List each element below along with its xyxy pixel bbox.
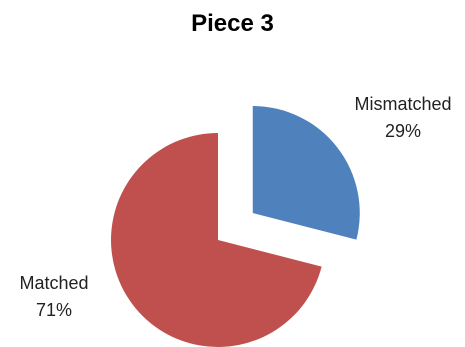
slice-percent-matched: 71% bbox=[36, 300, 72, 320]
slice-label-matched: Matched bbox=[19, 273, 88, 293]
pie-slice-mismatched bbox=[252, 106, 360, 240]
pie-slice-matched bbox=[111, 133, 322, 347]
slice-percent-mismatched: 29% bbox=[385, 121, 421, 141]
chart-title: Piece 3 bbox=[191, 10, 274, 37]
slice-label-mismatched: Mismatched bbox=[354, 94, 451, 114]
